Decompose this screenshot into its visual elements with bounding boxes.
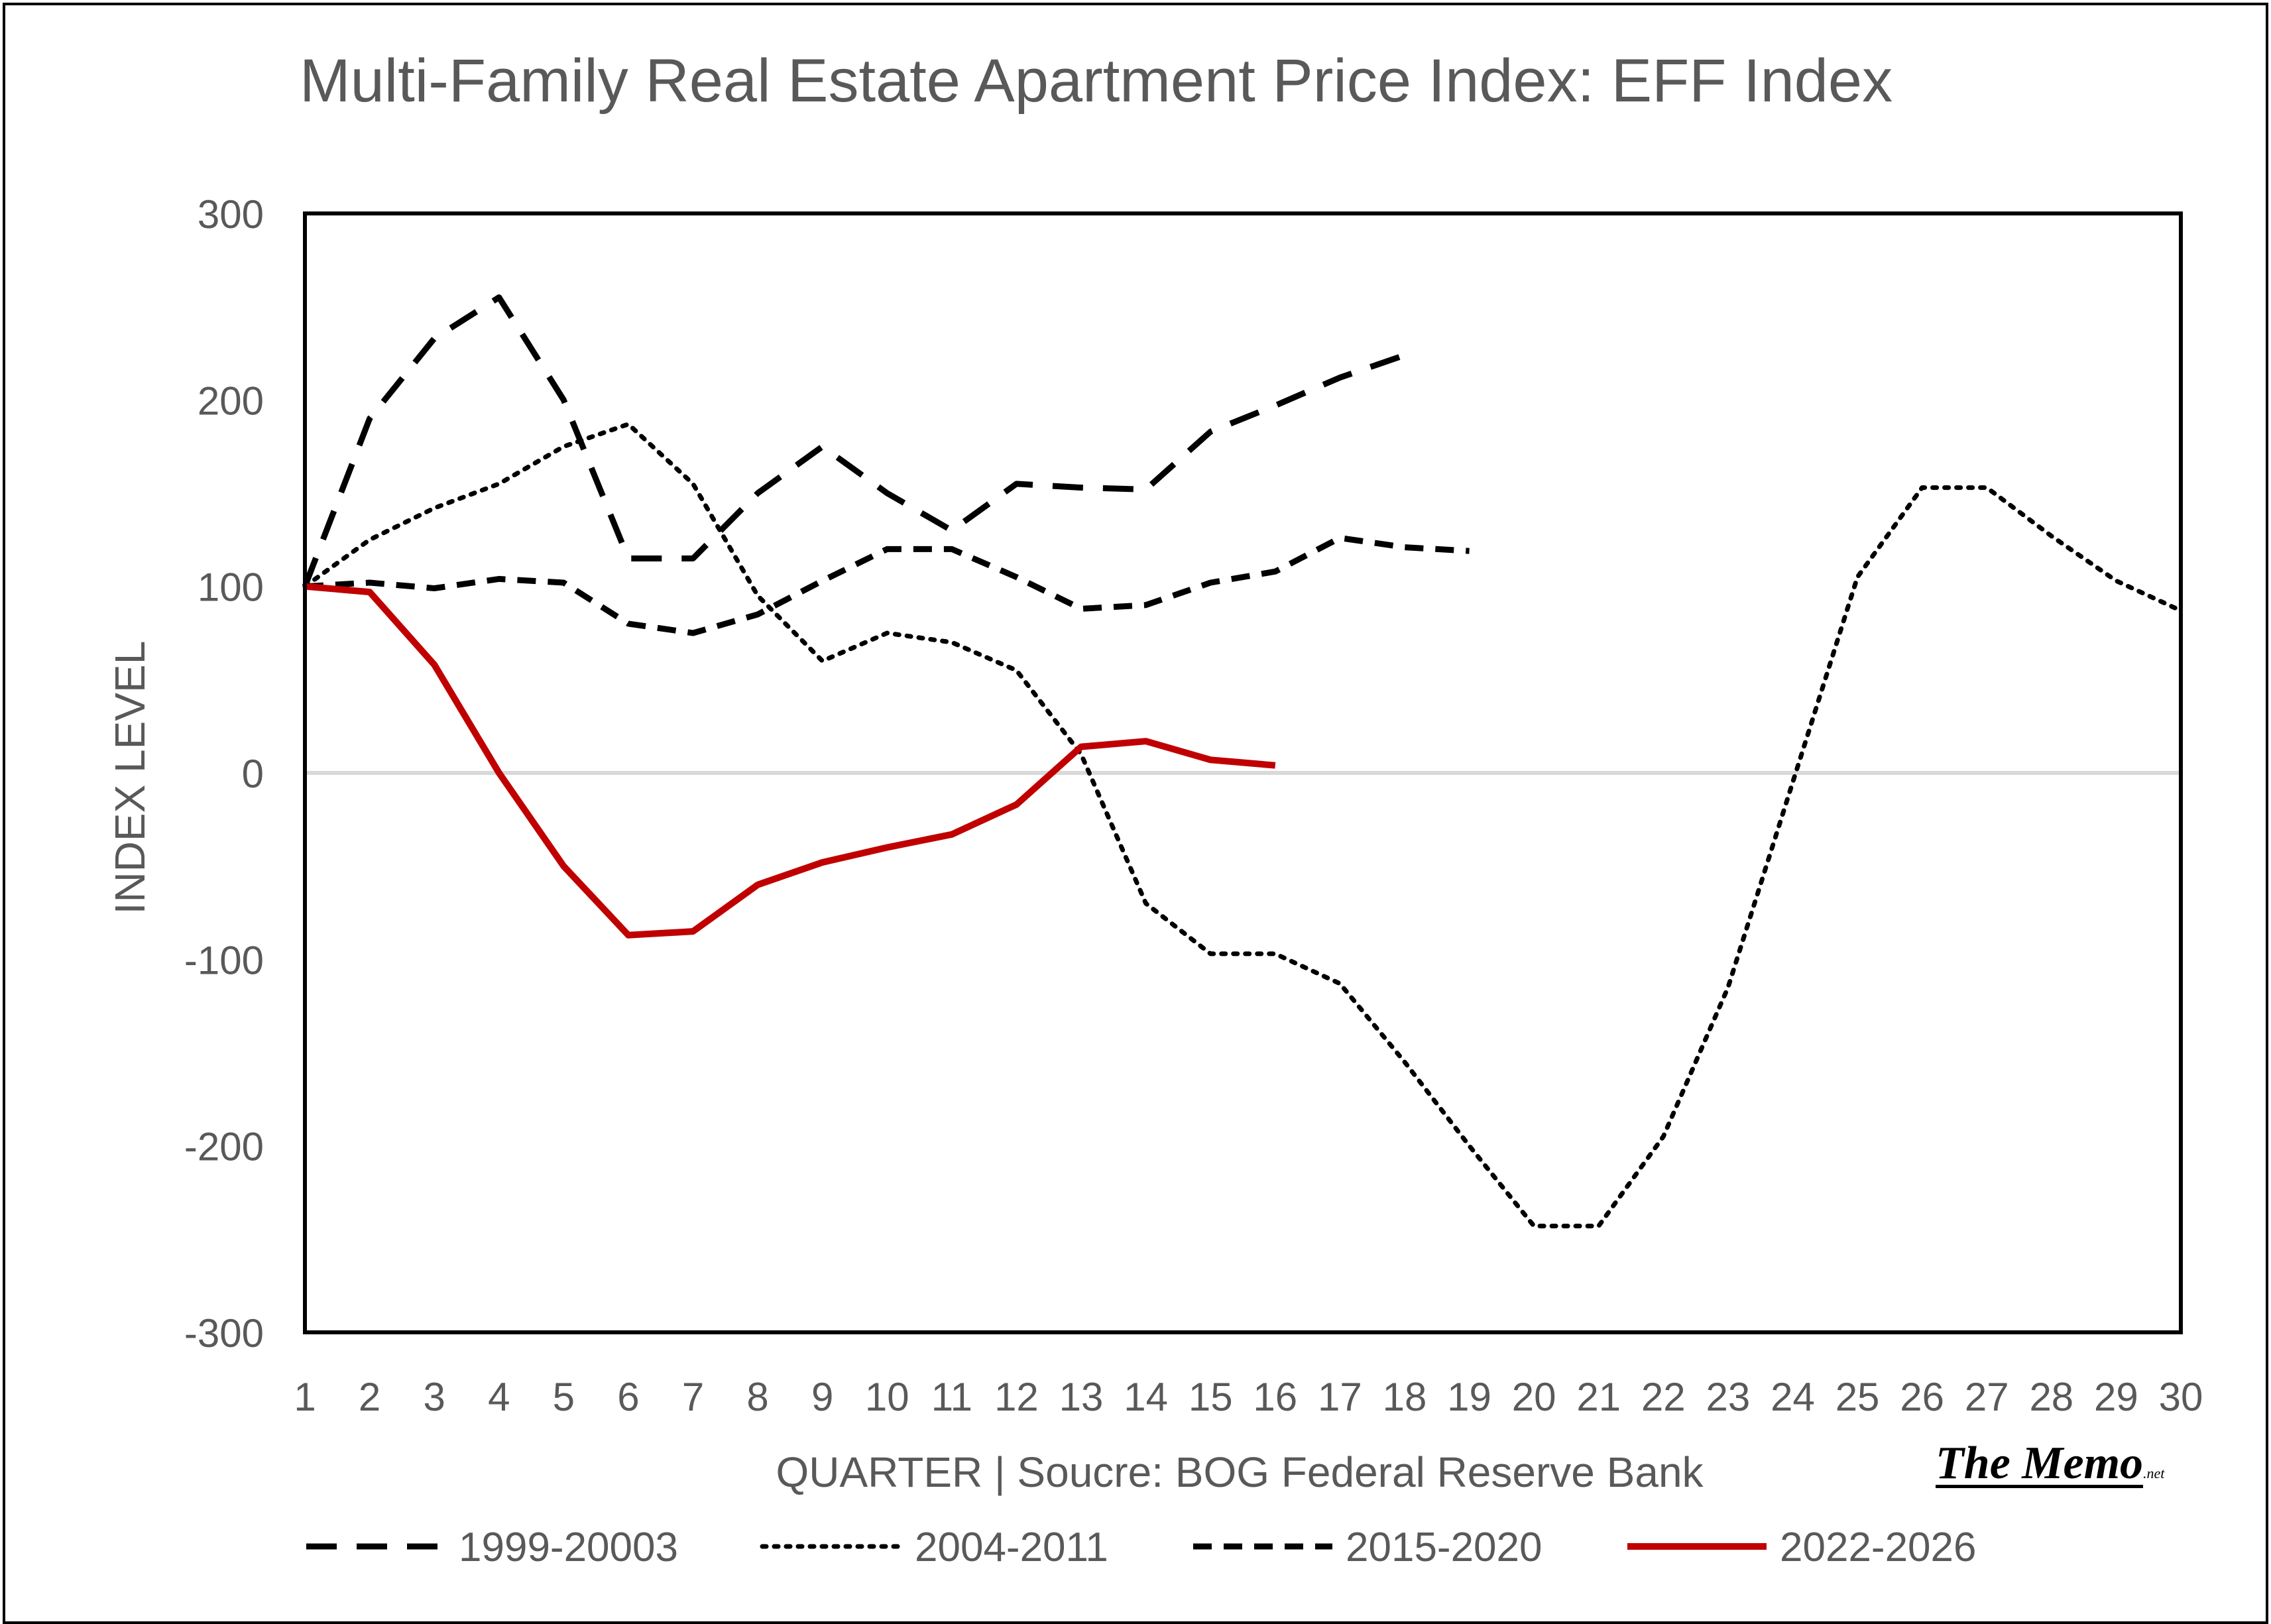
x-tick-label: 9 [811,1375,833,1419]
x-tick-label: 8 [746,1375,768,1419]
series-line-2004-2011 [302,422,2184,1229]
y-axis-label: INDEX LEVEL [106,641,154,915]
legend-label: 1999-20003 [459,1525,678,1570]
x-tick-label: 24 [1771,1375,1815,1419]
x-tick-label: 7 [682,1375,704,1419]
x-tick-label: 2 [359,1375,380,1419]
x-tick-label: 1 [294,1375,316,1419]
x-axis-label: QUARTER | Soucre: BOG Federal Reserve Ba… [776,1448,1704,1496]
x-tick-label: 3 [423,1375,445,1419]
x-tick-label: 10 [865,1375,909,1419]
x-tick-label: 29 [2094,1375,2138,1419]
y-tick-label: 300 [198,192,264,237]
x-tick-label: 5 [553,1375,575,1419]
series-line-2022-2026 [304,583,1276,939]
y-tick-label: 200 [198,378,264,423]
x-tick-label: 14 [1124,1375,1168,1419]
x-tick-label: 13 [1059,1375,1104,1419]
watermark-sub: .net [2143,1465,2165,1481]
x-tick-label: 28 [2029,1375,2073,1419]
x-tick-label: 18 [1383,1375,1427,1419]
series-line-1999-20003 [302,294,1406,588]
x-tick-label: 27 [1965,1375,2009,1419]
chart-frame [3,3,2268,1624]
legend-label: 2004-2011 [915,1525,1108,1570]
watermark-logo: The Memo.net [1936,1437,2164,1490]
y-tick-label: -200 [184,1125,264,1169]
x-tick-label: 23 [1706,1375,1751,1419]
x-tick-label: 19 [1447,1375,1491,1419]
x-tick-label: 16 [1253,1375,1297,1419]
y-tick-label: -300 [184,1311,264,1356]
x-tick-label: 25 [1835,1375,1880,1419]
y-tick-label: 0 [242,752,264,796]
x-tick-label: 26 [1900,1375,1944,1419]
legend-label: 2022-2026 [1780,1525,1977,1570]
chart-title: Multi-Family Real Estate Apartment Price… [300,47,1893,115]
x-tick-label: 6 [617,1375,639,1419]
x-tick-label: 11 [931,1375,972,1419]
plot-area-border [303,211,2183,1334]
x-tick-label: 15 [1189,1375,1233,1419]
y-tick-label: -100 [184,938,264,982]
x-tick-label: 20 [1512,1375,1556,1419]
legend-label: 2015-2020 [1346,1525,1543,1570]
x-tick-label: 21 [1576,1375,1621,1419]
x-tick-label: 17 [1318,1375,1362,1419]
x-tick-label: 22 [1641,1375,1686,1419]
watermark-main: The Memo [1936,1438,2144,1489]
y-tick-label: 100 [198,565,264,610]
x-tick-label: 12 [994,1375,1039,1419]
x-tick-label: 30 [2159,1375,2203,1419]
x-tick-label: 4 [488,1375,510,1419]
series-line-2015-2020 [304,535,1470,636]
